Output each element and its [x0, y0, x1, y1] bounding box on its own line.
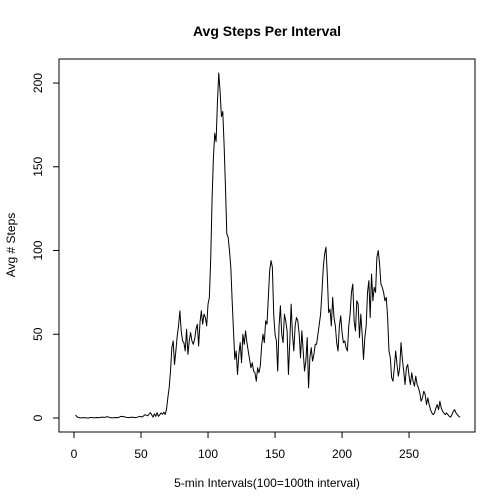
- series-line: [75, 72, 461, 419]
- y-tick-label: 0: [31, 414, 45, 421]
- series-layer: [75, 72, 461, 419]
- y-tick-label: 100: [31, 240, 45, 260]
- x-tick-label: 100: [198, 447, 218, 461]
- y-axis: 0 50 100 150 200: [31, 73, 59, 421]
- chart-title: Avg Steps Per Interval: [193, 23, 341, 39]
- x-tick-label: 0: [71, 447, 78, 461]
- x-tick-label: 150: [265, 447, 285, 461]
- x-axis: 0 50 100 150 200 250: [71, 432, 419, 461]
- x-tick-label: 200: [332, 447, 352, 461]
- y-tick-label: 150: [31, 156, 45, 176]
- x-axis-label: 5-min Intervals(100=100th interval): [174, 476, 360, 490]
- y-axis-label: Avg # Steps: [4, 213, 18, 278]
- x-tick-label: 250: [399, 447, 419, 461]
- x-tick-label: 50: [134, 447, 148, 461]
- y-tick-label: 200: [31, 73, 45, 93]
- y-tick-label: 50: [31, 327, 45, 341]
- plot-frame: [58, 58, 476, 433]
